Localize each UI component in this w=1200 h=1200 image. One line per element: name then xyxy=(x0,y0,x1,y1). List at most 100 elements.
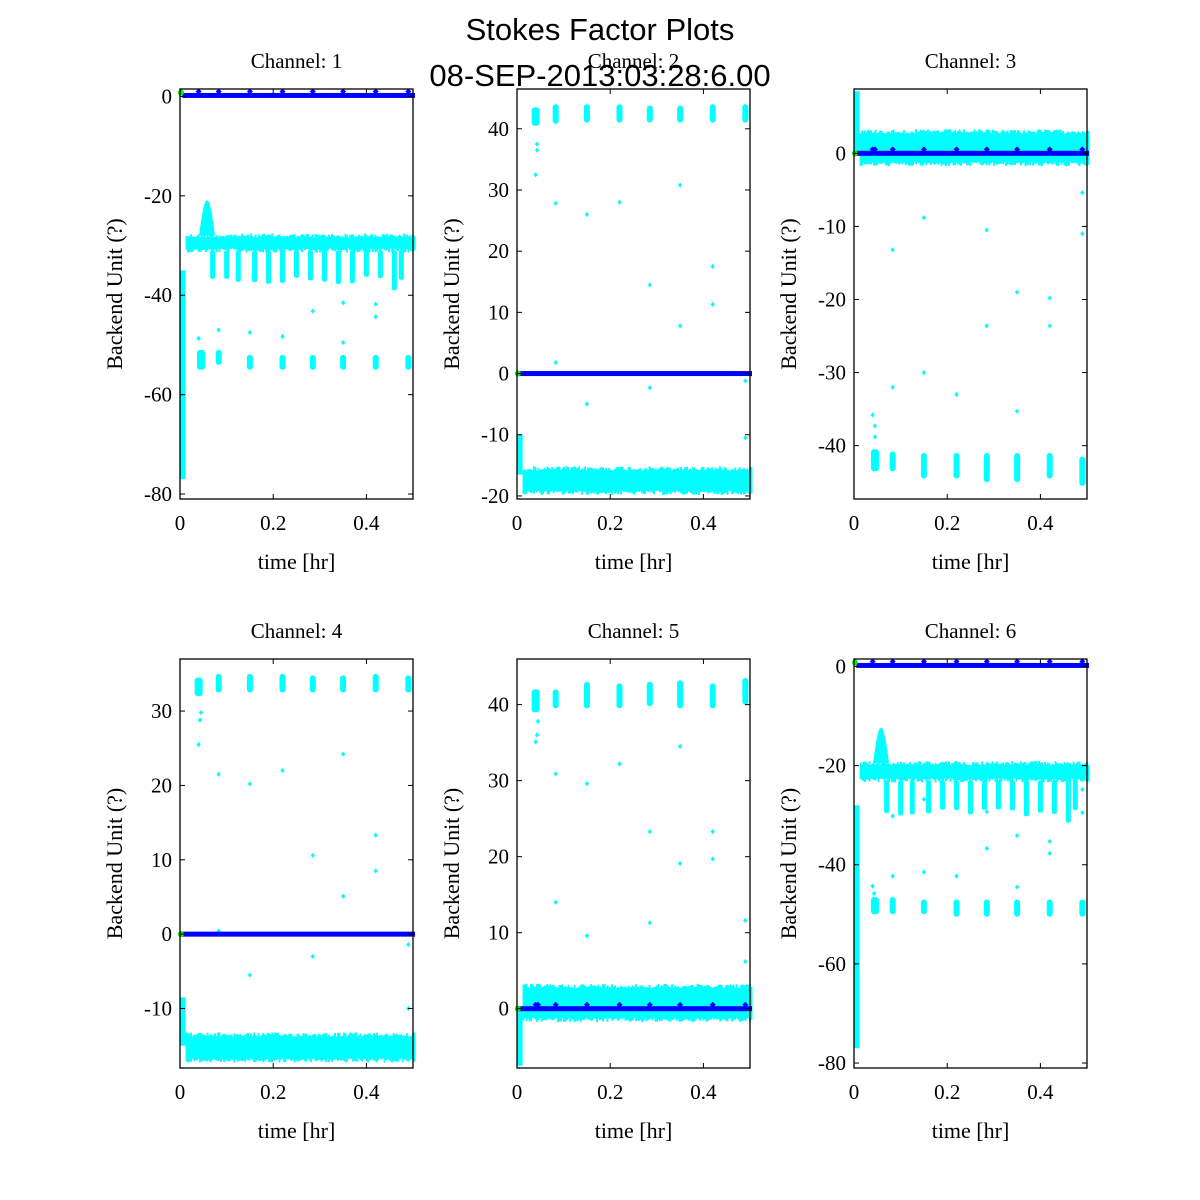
cyan-band-segment xyxy=(1036,130,1039,163)
cyan-band-segment xyxy=(197,234,200,252)
cyan-band-segment xyxy=(379,1035,381,1059)
cyan-band-segment xyxy=(979,765,982,781)
axes-frame xyxy=(853,88,1088,500)
cyan-band-segment xyxy=(257,1032,260,1061)
cyan-band-segment xyxy=(699,469,702,493)
cyan-outlier-point xyxy=(534,147,540,153)
y-axis-label: Backend Unit (?) xyxy=(439,218,464,370)
blue-marker xyxy=(889,658,896,665)
cyan-band-segment xyxy=(647,470,649,492)
cyan-band-segment xyxy=(208,236,210,250)
cyan-band-segment xyxy=(659,467,661,493)
cyan-band-segment xyxy=(533,466,535,494)
cyan-band-segment xyxy=(1008,133,1010,164)
cyan-dip xyxy=(1051,780,1057,814)
cyan-band-segment xyxy=(744,470,747,494)
cyan-band-segment xyxy=(1032,131,1034,166)
cyan-band-segment xyxy=(223,236,225,251)
cyan-band-segment xyxy=(969,765,971,782)
cyan-band-segment xyxy=(990,763,992,779)
cyan-band-segment xyxy=(1065,133,1067,167)
cyan-band-segment xyxy=(301,234,303,253)
cyan-band-segment xyxy=(638,986,640,1021)
series-cyan xyxy=(180,673,416,1063)
cyan-band-segment xyxy=(889,764,892,779)
cyan-band-segment xyxy=(221,1034,224,1060)
cyan-band-segment xyxy=(575,987,577,1022)
cyan-band-segment xyxy=(671,470,673,493)
cyan-outlier-point xyxy=(1080,810,1085,816)
cyan-cluster xyxy=(742,104,749,123)
blue-line xyxy=(519,371,752,377)
cyan-outlier-point xyxy=(247,781,253,787)
cyan-band-segment xyxy=(202,1034,204,1062)
cyan-band-segment xyxy=(394,235,396,249)
cyan-dip xyxy=(307,250,313,281)
cyan-dip xyxy=(349,250,355,284)
cyan-band-segment xyxy=(217,1032,219,1061)
cyan-band-segment xyxy=(365,1034,368,1061)
cyan-band-segment xyxy=(543,467,546,492)
cyan-band-segment xyxy=(268,234,270,252)
cyan-outlier-point xyxy=(1014,408,1020,414)
cyan-band-segment xyxy=(937,130,940,165)
cyan-band-segment xyxy=(734,467,736,493)
panel-title: Channel: 4 xyxy=(251,619,343,643)
cyan-band-segment xyxy=(672,987,675,1020)
x-axis-label: time [hr] xyxy=(595,549,673,574)
cyan-dip xyxy=(210,250,216,279)
cyan-band-segment xyxy=(242,235,245,251)
cyan-band-segment xyxy=(708,468,711,493)
cyan-band-segment xyxy=(891,764,893,783)
cyan-band-segment xyxy=(898,132,901,165)
cyan-band-segment xyxy=(740,985,742,1022)
cyan-band-segment xyxy=(969,132,971,166)
cyan-band-segment xyxy=(355,236,357,251)
cyan-band-segment xyxy=(307,1036,309,1059)
blue-marker xyxy=(246,88,253,95)
cyan-band-segment xyxy=(747,984,750,1019)
cyan-cluster xyxy=(953,899,960,917)
cyan-band-segment xyxy=(987,762,989,779)
blue-marker xyxy=(871,146,878,153)
cyan-band-segment xyxy=(542,469,544,495)
cyan-band-segment xyxy=(581,984,583,1021)
cyan-dip xyxy=(266,250,272,284)
cyan-band-segment xyxy=(217,236,219,250)
y-tick-label: -60 xyxy=(818,952,846,976)
cyan-dip xyxy=(280,250,286,283)
cyan-band-segment xyxy=(675,986,678,1021)
cyan-band-segment xyxy=(290,1033,293,1062)
cyan-band-segment xyxy=(599,986,601,1021)
cyan-band-segment xyxy=(865,762,868,780)
cyan-band-segment xyxy=(976,762,979,779)
cyan-band-segment xyxy=(624,470,627,492)
cyan-outlier-point xyxy=(247,329,253,336)
cyan-cluster xyxy=(1079,899,1086,917)
cyan-band-segment xyxy=(629,987,631,1022)
cyan-band-segment xyxy=(313,237,315,250)
cyan-band-segment xyxy=(996,131,998,165)
cyan-band-segment xyxy=(373,1033,375,1061)
cyan-outlier-point xyxy=(1014,884,1020,890)
y-tick-label: 30 xyxy=(488,769,509,793)
cyan-band-segment xyxy=(624,986,627,1021)
cyan-band-segment xyxy=(885,763,887,779)
cyan-band-segment xyxy=(395,236,398,251)
cyan-band-segment xyxy=(263,233,266,250)
cyan-cluster xyxy=(215,673,222,693)
cyan-outlier-point xyxy=(310,953,316,960)
cyan-band-segment xyxy=(687,986,690,1021)
cyan-band-segment xyxy=(623,469,625,493)
cyan-outlier-point xyxy=(872,423,878,429)
cyan-band-segment xyxy=(268,1033,270,1062)
cyan-dip xyxy=(981,780,987,810)
cyan-band-segment xyxy=(584,466,586,492)
blue-marker xyxy=(983,146,990,153)
cyan-outlier-point xyxy=(216,771,221,777)
cyan-band-segment xyxy=(413,1032,416,1062)
cyan-band-segment xyxy=(918,761,920,782)
cyan-outlier-point xyxy=(553,200,558,207)
cyan-outlier-point xyxy=(584,781,590,787)
blue-marker xyxy=(616,1001,623,1008)
